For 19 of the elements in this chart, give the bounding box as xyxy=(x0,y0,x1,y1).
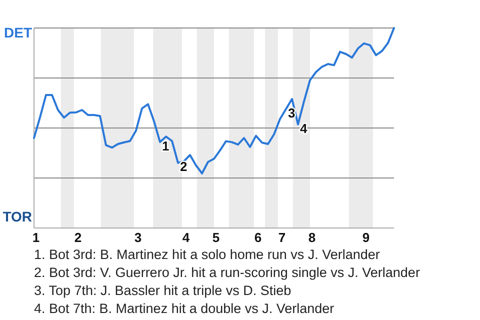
text: TOR xyxy=(2,208,32,225)
x-tick-label: 9 xyxy=(362,230,370,245)
annotation: 1 xyxy=(162,138,170,154)
text: 3. Top 7th: J. Bassler hit a triple vs D. Stieb xyxy=(34,283,292,298)
annotation: 3 xyxy=(288,105,296,120)
x-tick-label: 8 xyxy=(308,230,316,245)
x-tick-label: 6 xyxy=(254,230,262,245)
text: 1. Bot 3rd: B. Martinez hit a solo home run vs J. Verlander xyxy=(34,247,380,262)
x-tick-label: 1 xyxy=(32,230,40,245)
x-tick-label: 2 xyxy=(74,230,82,245)
x-tick-label: 4 xyxy=(182,230,190,245)
annotation: 2 xyxy=(180,159,188,174)
text: 2. Bot 3rd: V. Guerrero Jr. hit a run-scoring single vs J. Verlander xyxy=(34,265,420,280)
annotation: 4 xyxy=(300,120,308,136)
text: 4. Bot 7th: B. Martinez hit a double vs J. Verlander xyxy=(34,301,335,316)
text: DET xyxy=(4,24,32,41)
x-tick-label: 7 xyxy=(278,230,286,245)
x-tick-label: 5 xyxy=(212,230,220,245)
x-tick-label: 3 xyxy=(134,230,142,245)
